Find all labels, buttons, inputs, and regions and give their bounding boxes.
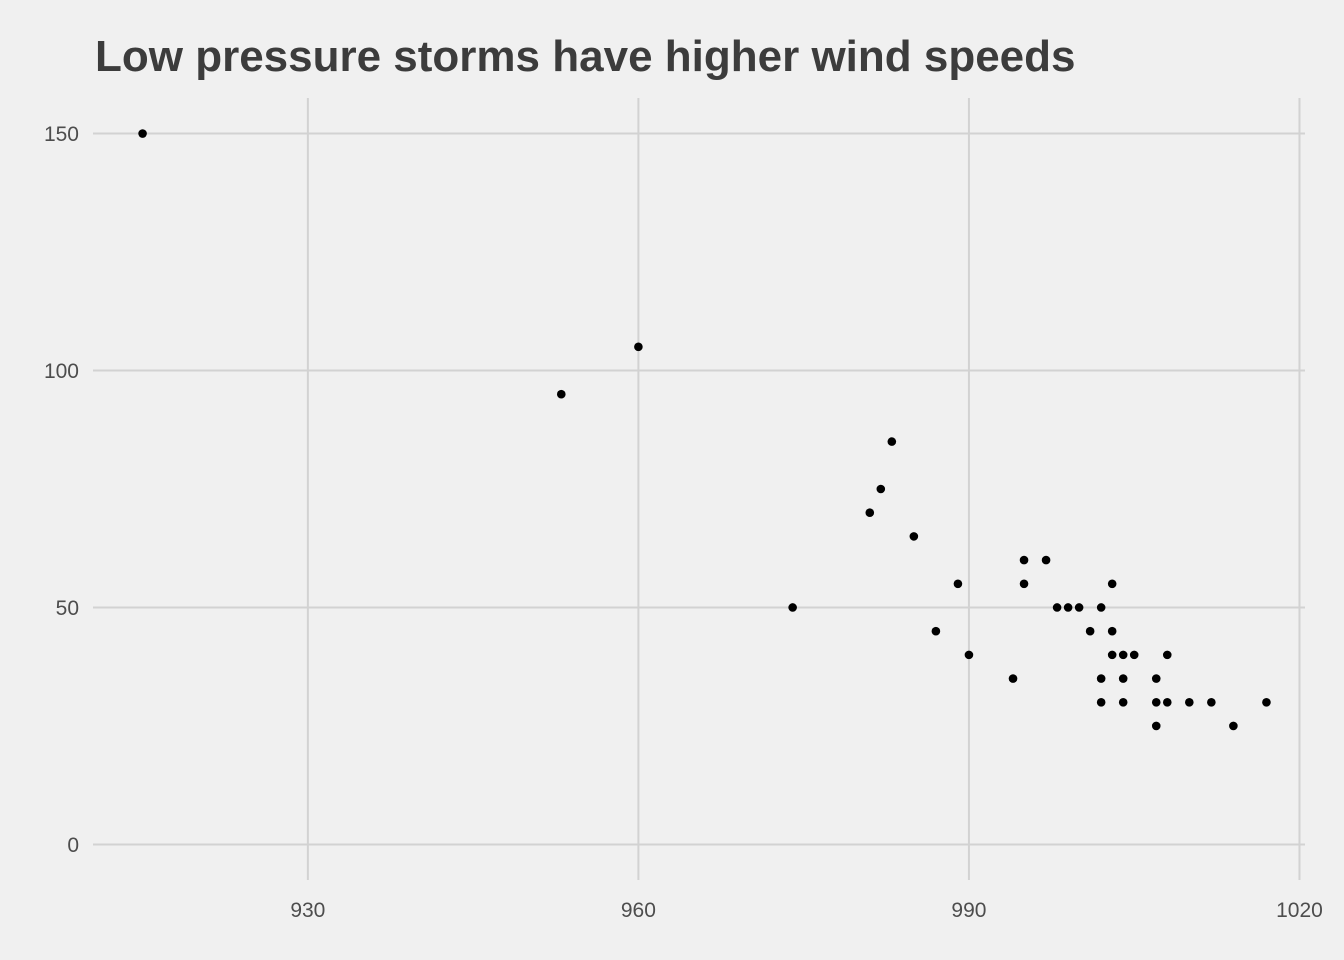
grid [93,98,1305,880]
data-point [1063,603,1073,612]
data-point [1151,721,1161,731]
x-tick-label: 990 [951,899,986,922]
data-point [1118,674,1128,683]
data-point [1019,579,1029,589]
y-tick-label: 50 [56,597,79,620]
x-tick-label: 960 [621,899,656,922]
data-point [1185,697,1194,707]
data-point [1074,603,1084,612]
data-point [1008,674,1018,683]
data-point [1085,626,1095,636]
data-point [1262,697,1271,707]
data-point [1207,697,1216,707]
data-point [1118,697,1128,707]
y-tick-label: 100 [44,360,79,383]
chart-title: Low pressure storms have higher wind spe… [95,32,1076,81]
x-tick-label: 1020 [1276,899,1323,922]
data-point [964,650,974,660]
data-point [953,579,963,589]
data-point [634,342,643,352]
data-point [138,129,147,138]
data-point [1096,697,1106,707]
data-point [1107,650,1117,660]
data-point [1019,555,1029,565]
data-point [1151,697,1161,707]
data-point [1229,721,1238,731]
data-point [1162,650,1172,660]
data-point [1096,603,1106,612]
axis-tick-labels: 930 960 990 1020 0 50 100 150 [44,123,1323,922]
data-point [788,603,797,612]
data-point [1151,674,1161,683]
data-point [1107,626,1117,636]
data-point [876,484,886,494]
data-point [865,508,875,517]
data-points [138,129,1271,731]
data-point [1107,579,1117,589]
data-point [909,532,919,541]
data-point [1162,697,1172,707]
data-point [1118,650,1128,660]
x-tick-label: 930 [290,899,325,922]
data-point [887,437,897,446]
data-point [1041,555,1051,565]
y-tick-label: 0 [67,834,79,857]
data-point [1096,674,1106,683]
y-tick-label: 150 [44,123,79,146]
data-point [931,626,941,636]
data-point [1052,603,1062,612]
data-point [1129,650,1139,660]
data-point [556,389,566,399]
